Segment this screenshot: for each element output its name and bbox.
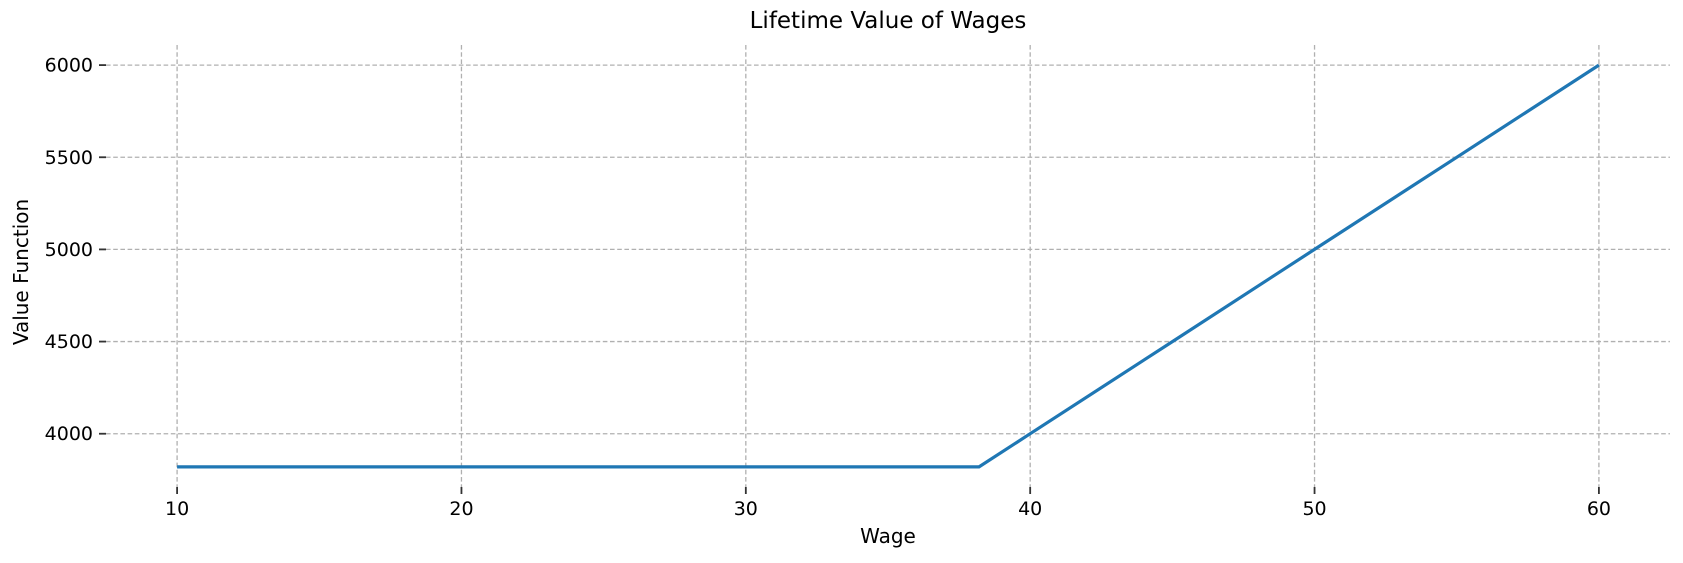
value-function-line bbox=[177, 63, 1600, 469]
y-tick-label: 5500 bbox=[45, 147, 93, 169]
x-tick-label: 60 bbox=[1587, 498, 1611, 520]
x-tick-label: 40 bbox=[1018, 498, 1042, 520]
y-tick-label: 5000 bbox=[45, 239, 93, 261]
y-tick-label: 4500 bbox=[45, 331, 93, 353]
x-tick-label: 10 bbox=[165, 498, 189, 520]
y-axis-label: Value Function bbox=[9, 198, 33, 346]
chart-title: Lifetime Value of Wages bbox=[749, 8, 1027, 34]
x-tick-label: 30 bbox=[734, 498, 758, 520]
x-tick-label: 20 bbox=[449, 498, 473, 520]
y-tick-label: 6000 bbox=[45, 55, 93, 77]
x-axis-label: Wage bbox=[860, 524, 916, 548]
y-tick-label: 4000 bbox=[45, 423, 93, 445]
x-tick-label: 50 bbox=[1302, 498, 1326, 520]
